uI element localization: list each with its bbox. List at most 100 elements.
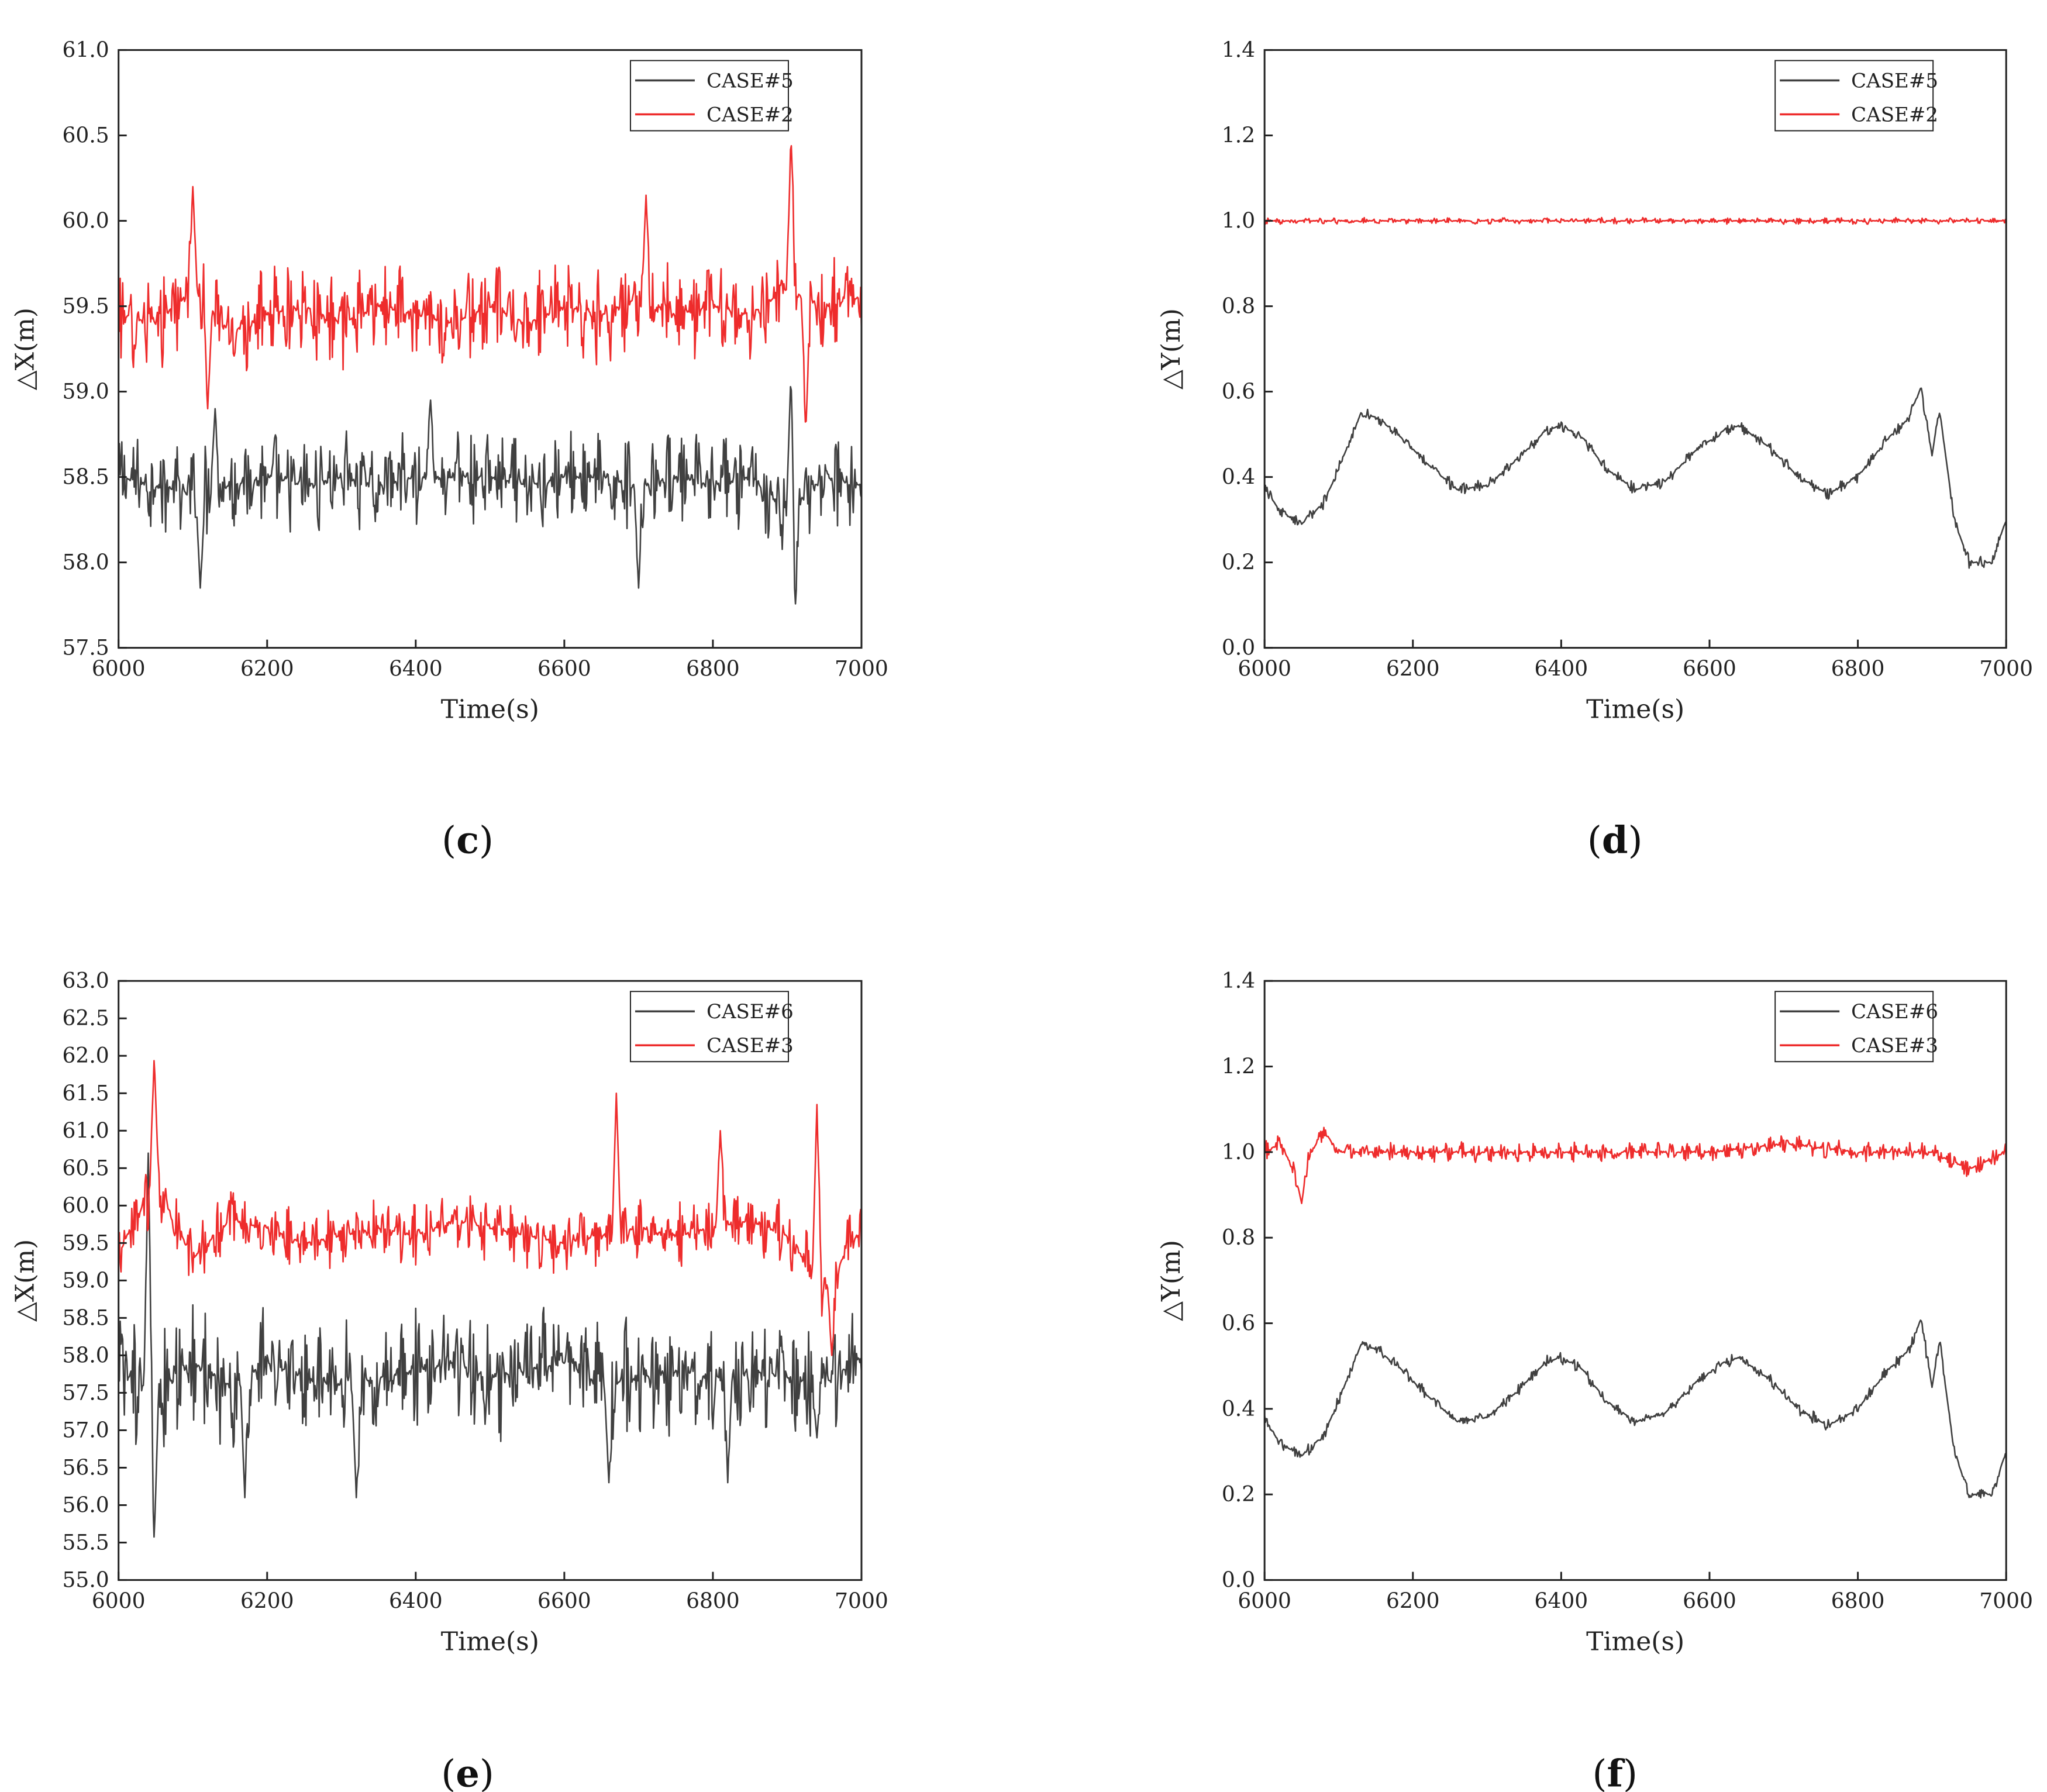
plot-frame xyxy=(1263,980,2007,1581)
x-tick-label: 6000 xyxy=(92,657,146,681)
y-tick-label: 1.0 xyxy=(1222,1140,1255,1164)
series-line-case5 xyxy=(1264,387,2007,569)
legend-label: CASE#6 xyxy=(707,1000,794,1023)
series-line-case2 xyxy=(118,145,861,423)
y-tick-label: 60.5 xyxy=(63,124,109,148)
y-tick-label: 61.0 xyxy=(63,39,109,63)
y-tick-label: 57.5 xyxy=(63,636,109,660)
x-tick-label: 6600 xyxy=(537,1590,591,1614)
x-tick-label: 6600 xyxy=(1683,1590,1736,1614)
x-tick-label: 6400 xyxy=(1535,657,1588,681)
y-tick-label: 60.0 xyxy=(63,209,109,233)
y-tick-label: 59.5 xyxy=(63,295,109,319)
x-tick-label: 7000 xyxy=(1979,657,2033,681)
panel-label: (c) xyxy=(442,818,494,862)
legend-label: CASE#2 xyxy=(1851,104,1938,127)
y-tick-label: 57.5 xyxy=(63,1381,109,1405)
x-tick-label: 6800 xyxy=(1831,1590,1885,1614)
y-tick-label: 59.0 xyxy=(63,380,109,404)
y-tick-label: 60.5 xyxy=(63,1156,109,1180)
legend-label: CASE#3 xyxy=(707,1034,794,1057)
plot-frame xyxy=(118,49,863,649)
y-tick-label: 61.0 xyxy=(63,1119,109,1143)
x-tick-label: 6600 xyxy=(1683,657,1736,681)
plot-frame xyxy=(1263,49,2007,649)
series-line-case3 xyxy=(118,1060,861,1356)
y-tick-label: 56.5 xyxy=(63,1456,109,1480)
y-tick-label: 0.4 xyxy=(1222,466,1255,490)
x-tick-label: 6800 xyxy=(1831,657,1885,681)
panel-label: (e) xyxy=(441,1752,494,1792)
x-tick-label: 6000 xyxy=(1238,1590,1291,1614)
x-tick-label: 6000 xyxy=(1238,657,1291,681)
y-tick-label: 0.0 xyxy=(1222,1569,1255,1593)
y-tick-label: 56.0 xyxy=(63,1494,109,1518)
x-tick-label: 6600 xyxy=(537,657,591,681)
series-line-case5 xyxy=(118,385,861,605)
chart-panel-0: 6000 6200 6400 6600 6800 7000 57.5 58.0 58.5 59.0… xyxy=(11,39,888,725)
x-tick-label: 6200 xyxy=(240,657,294,681)
legend-label: CASE#3 xyxy=(1851,1034,1938,1057)
x-tick-label: 6000 xyxy=(92,1590,146,1614)
y-tick-label: 59.5 xyxy=(63,1231,109,1255)
y-tick-label: 58.0 xyxy=(63,551,109,575)
x-tick-label: 7000 xyxy=(835,657,888,681)
x-tick-label: 6400 xyxy=(389,657,443,681)
legend: CASE#5 CASE#2 xyxy=(629,60,794,132)
x-tick-label: 6400 xyxy=(389,1590,443,1614)
x-tick-label: 6400 xyxy=(1535,1590,1588,1614)
y-tick-label: 55.0 xyxy=(63,1569,109,1593)
x-tick-label: 6200 xyxy=(1386,1590,1440,1614)
y-axis-label: △X(m) xyxy=(11,1239,40,1322)
x-axis-label: Time(s) xyxy=(441,1627,539,1657)
legend-label: CASE#6 xyxy=(1851,1000,1938,1023)
y-tick-label: 1.4 xyxy=(1222,969,1255,993)
y-tick-label: 1.4 xyxy=(1222,39,1255,63)
y-tick-label: 0.0 xyxy=(1222,636,1255,660)
y-tick-label: 62.5 xyxy=(63,1007,109,1031)
panel-label: (f) xyxy=(1593,1752,1638,1792)
chart-panel-2: 6000 6200 6400 6600 6800 7000 55.0 55.5 56.0 56.5… xyxy=(11,969,888,1656)
x-tick-label: 6800 xyxy=(686,1590,740,1614)
y-tick-label: 55.5 xyxy=(63,1531,109,1555)
legend-box xyxy=(1774,991,1934,1063)
x-tick-label: 6200 xyxy=(1386,657,1440,681)
y-tick-label: 59.0 xyxy=(63,1269,109,1293)
y-tick-label: 1.0 xyxy=(1222,209,1255,233)
y-tick-label: 63.0 xyxy=(63,969,109,993)
x-axis-label: Time(s) xyxy=(1586,695,1684,725)
series-line-case3 xyxy=(1264,1126,2007,1204)
y-tick-label: 1.2 xyxy=(1222,124,1255,148)
y-tick-label: 58.5 xyxy=(63,466,109,490)
x-tick-label: 7000 xyxy=(1979,1590,2033,1614)
y-tick-label: 58.0 xyxy=(63,1343,109,1367)
legend-box xyxy=(629,991,789,1063)
x-tick-label: 7000 xyxy=(835,1590,888,1614)
legend-label: CASE#5 xyxy=(1851,70,1938,93)
y-tick-label: 0.8 xyxy=(1222,295,1255,319)
y-axis-label: △Y(m) xyxy=(1156,308,1186,390)
x-tick-label: 6800 xyxy=(686,657,740,681)
x-tick-label: 6200 xyxy=(240,1590,294,1614)
panel-label: (d) xyxy=(1587,818,1643,862)
series-line-case6 xyxy=(118,1152,861,1538)
plot-frame xyxy=(118,980,863,1581)
legend: CASE#6 CASE#3 xyxy=(629,991,794,1063)
y-tick-label: 57.0 xyxy=(63,1418,109,1442)
legend-box xyxy=(629,60,789,132)
y-axis-label: △X(m) xyxy=(11,308,40,390)
series-line-case6 xyxy=(1264,1319,2007,1499)
y-tick-label: 0.4 xyxy=(1222,1397,1255,1421)
legend-box xyxy=(1774,60,1934,132)
y-tick-label: 0.6 xyxy=(1222,380,1255,404)
y-tick-label: 58.5 xyxy=(63,1306,109,1330)
y-tick-label: 0.2 xyxy=(1222,551,1255,575)
y-tick-label: 0.2 xyxy=(1222,1483,1255,1507)
legend-label: CASE#2 xyxy=(707,104,794,127)
y-tick-label: 60.0 xyxy=(63,1194,109,1218)
legend: CASE#5 CASE#2 xyxy=(1774,60,1938,132)
y-tick-label: 0.8 xyxy=(1222,1226,1255,1250)
legend-label: CASE#5 xyxy=(707,70,794,93)
x-axis-label: Time(s) xyxy=(441,695,539,725)
